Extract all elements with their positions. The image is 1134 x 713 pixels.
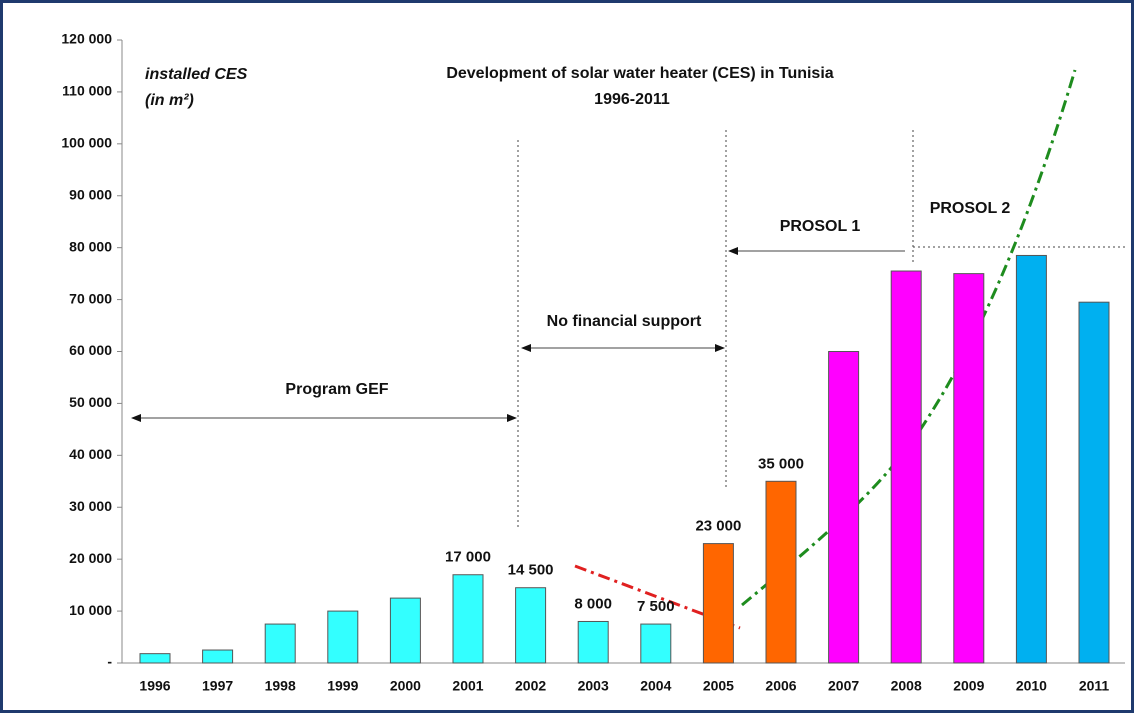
- y-tick-label: 10 000: [69, 602, 112, 618]
- y-tick-label: 50 000: [69, 394, 112, 410]
- x-tick-label: 1997: [202, 678, 233, 694]
- x-tick-label: 2005: [703, 678, 734, 694]
- y-tick-label: 90 000: [69, 186, 112, 202]
- bar: [640, 623, 672, 664]
- x-tick-label: 2010: [1016, 678, 1047, 694]
- y-tick-label: -: [107, 654, 112, 670]
- bar: [577, 620, 609, 664]
- annotation: Program GEF: [285, 381, 388, 398]
- bar: [953, 273, 985, 664]
- y-label: (in m²): [145, 92, 194, 109]
- x-tick-label: 1998: [265, 678, 296, 694]
- y-tick-label: 30 000: [69, 498, 112, 514]
- chart-subtitle: 1996-2011: [594, 91, 670, 108]
- data-label: 8 000: [574, 595, 612, 612]
- x-tick-label: 2000: [390, 678, 421, 694]
- bar: [765, 480, 797, 664]
- annotation: PROSOL 1: [780, 218, 861, 235]
- x-tick-label: 2001: [452, 678, 483, 694]
- y-tick-label: 80 000: [69, 238, 112, 254]
- y-tick-label: 100 000: [61, 135, 112, 151]
- y-tick-label: 120 000: [61, 31, 112, 47]
- bar: [139, 653, 171, 664]
- bar: [515, 587, 547, 664]
- x-tick-label: 2008: [891, 678, 922, 694]
- bar: [327, 610, 359, 664]
- y-tick-label: 70 000: [69, 290, 112, 306]
- trend-line: [574, 564, 741, 630]
- x-tick-label: 2009: [953, 678, 984, 694]
- annotation-lines: [131, 130, 1125, 530]
- annotation: No financial support: [547, 313, 702, 330]
- x-tick-label: 2002: [515, 678, 546, 694]
- x-tick-label: 2007: [828, 678, 859, 694]
- x-tick-label: 2003: [578, 678, 609, 694]
- annotation: PROSOL 2: [930, 200, 1011, 217]
- bar: [452, 574, 484, 664]
- bar: [389, 597, 421, 664]
- bar: [1015, 254, 1047, 664]
- x-tick-label: 1999: [327, 678, 358, 694]
- bar: [1078, 301, 1110, 664]
- chart-title: Development of solar water heater (CES) …: [446, 65, 833, 82]
- y-tick-label: 40 000: [69, 446, 112, 462]
- bar: [890, 270, 922, 664]
- bar: [264, 623, 296, 664]
- y-tick-label: 110 000: [62, 83, 112, 99]
- y-tick-label: 20 000: [69, 550, 112, 566]
- data-label: 14 500: [508, 562, 554, 579]
- trend-line: [741, 69, 1077, 607]
- data-label: 35 000: [758, 455, 804, 472]
- x-tick-label: 1996: [139, 678, 170, 694]
- data-label: 17 000: [445, 549, 491, 566]
- bar: [702, 543, 734, 664]
- x-tick-label: 2011: [1079, 678, 1110, 694]
- y-label: installed CES: [145, 66, 248, 83]
- data-label: 23 000: [695, 518, 741, 535]
- x-tick-label: 2004: [640, 678, 671, 694]
- y-tick-label: 60 000: [69, 342, 112, 358]
- x-tick-label: 2006: [765, 678, 796, 694]
- data-label: 7 500: [637, 598, 675, 615]
- bar: [828, 351, 860, 664]
- bar: [202, 649, 234, 664]
